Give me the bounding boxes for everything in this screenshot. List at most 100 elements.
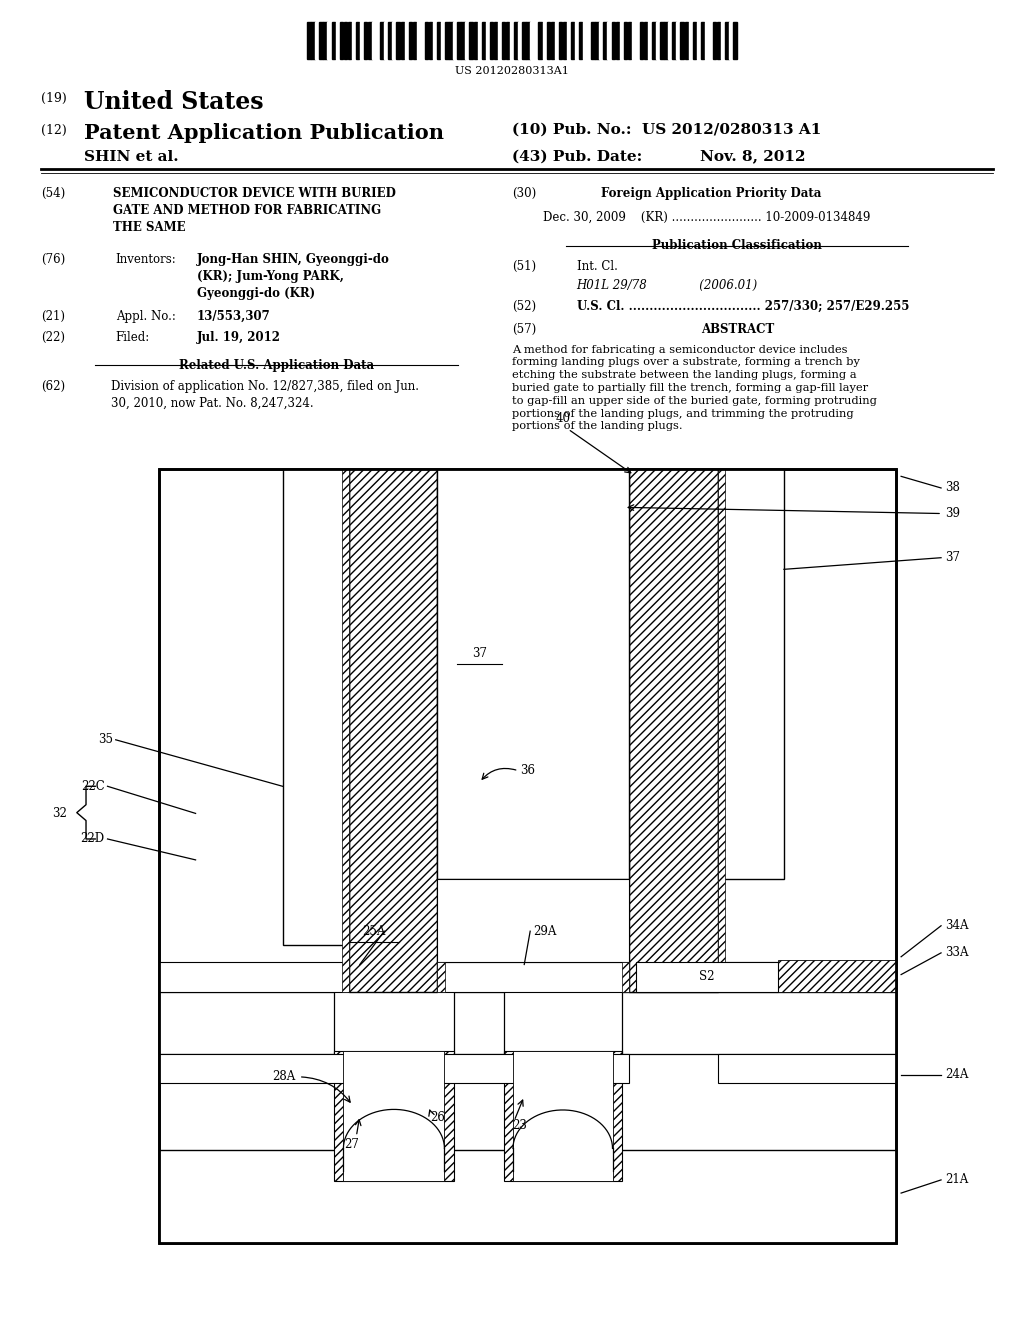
Bar: [510, 22, 513, 59]
Bar: [607, 22, 611, 59]
Text: (51): (51): [512, 260, 537, 273]
Text: (30): (30): [512, 187, 537, 201]
Text: 25A: 25A: [362, 925, 386, 937]
Bar: [159, 469, 896, 1243]
Bar: [384, 22, 388, 59]
Bar: [571, 22, 574, 59]
Text: (76): (76): [41, 253, 66, 267]
Bar: [518, 22, 521, 59]
Bar: [307, 22, 310, 59]
Bar: [563, 22, 566, 59]
Bar: [636, 22, 639, 59]
Text: (10) Pub. No.:  US 2012/0280313 A1: (10) Pub. No.: US 2012/0280313 A1: [512, 123, 821, 137]
Text: 21A: 21A: [945, 1173, 969, 1187]
Bar: [356, 22, 359, 59]
Bar: [713, 22, 717, 59]
Text: Foreign Application Priority Data: Foreign Application Priority Data: [601, 187, 822, 201]
Text: (57): (57): [512, 323, 537, 337]
Bar: [677, 22, 680, 59]
Text: S2: S2: [699, 970, 715, 983]
Text: United States: United States: [84, 90, 263, 114]
Bar: [437, 22, 440, 59]
Text: Publication Classification: Publication Classification: [652, 239, 822, 252]
Bar: [718, 469, 784, 879]
Bar: [665, 22, 668, 59]
Text: 29A: 29A: [534, 925, 557, 937]
Bar: [648, 22, 651, 59]
Text: ABSTRACT: ABSTRACT: [700, 323, 774, 337]
Bar: [628, 22, 631, 59]
Bar: [372, 22, 376, 59]
Bar: [498, 22, 502, 59]
Text: (54): (54): [41, 187, 66, 201]
Bar: [696, 22, 700, 59]
Bar: [380, 22, 384, 59]
Bar: [721, 22, 725, 59]
Text: 27: 27: [344, 1138, 359, 1151]
Bar: [396, 22, 400, 59]
Text: 34A: 34A: [945, 919, 969, 932]
Bar: [324, 22, 327, 59]
Bar: [349, 469, 437, 991]
Bar: [404, 22, 408, 59]
Text: 24A: 24A: [945, 1068, 969, 1081]
Bar: [644, 22, 647, 59]
Bar: [159, 1053, 349, 1082]
Bar: [506, 22, 510, 59]
Bar: [437, 469, 629, 879]
Bar: [729, 22, 732, 59]
Text: Int. Cl.: Int. Cl.: [577, 260, 617, 273]
Bar: [159, 991, 334, 1053]
Bar: [421, 22, 424, 59]
Text: Jong-Han SHIN, Gyeonggi-do
(KR); Jum-Yong PARK,
Gyeonggi-do (KR): Jong-Han SHIN, Gyeonggi-do (KR); Jum-Yon…: [197, 253, 389, 301]
Text: 38: 38: [945, 482, 961, 495]
Text: A method for fabricating a semiconductor device includes
forming landing plugs o: A method for fabricating a semiconductor…: [512, 345, 877, 432]
Bar: [688, 22, 692, 59]
Bar: [599, 22, 603, 59]
Bar: [583, 22, 587, 59]
Bar: [458, 22, 461, 59]
Bar: [462, 22, 465, 59]
Bar: [489, 22, 494, 59]
Bar: [502, 22, 506, 59]
Bar: [504, 1051, 622, 1181]
Bar: [709, 22, 713, 59]
Bar: [551, 22, 554, 59]
Bar: [454, 22, 457, 59]
Bar: [413, 22, 416, 59]
Text: (12): (12): [41, 124, 67, 137]
Bar: [681, 22, 684, 59]
Bar: [543, 22, 546, 59]
Bar: [469, 22, 473, 59]
Text: 23: 23: [513, 1119, 527, 1133]
Bar: [417, 22, 420, 59]
Bar: [342, 469, 349, 991]
Text: Jul. 19, 2012: Jul. 19, 2012: [197, 331, 281, 345]
Bar: [522, 22, 525, 59]
Bar: [450, 22, 453, 59]
Bar: [620, 22, 623, 59]
Bar: [360, 22, 364, 59]
Bar: [437, 1053, 629, 1082]
Bar: [336, 22, 339, 59]
Bar: [673, 22, 676, 59]
Bar: [640, 22, 643, 59]
Text: 32: 32: [51, 807, 67, 820]
Bar: [717, 22, 721, 59]
Bar: [555, 22, 558, 59]
Text: 22D: 22D: [80, 833, 104, 846]
Text: SEMICONDUCTOR DEVICE WITH BURIED
GATE AND METHOD FOR FABRICATING
THE SAME: SEMICONDUCTOR DEVICE WITH BURIED GATE AN…: [113, 187, 395, 235]
Text: 35: 35: [97, 734, 113, 746]
Bar: [315, 22, 318, 59]
Bar: [535, 22, 538, 59]
Bar: [437, 962, 444, 991]
Bar: [388, 22, 392, 59]
Bar: [595, 22, 599, 59]
Text: 33A: 33A: [945, 946, 969, 960]
Bar: [485, 22, 489, 59]
Bar: [494, 22, 498, 59]
Bar: [376, 22, 380, 59]
Text: H01L 29/78              (2006.01): H01L 29/78 (2006.01): [577, 279, 758, 292]
Bar: [718, 962, 896, 991]
Bar: [514, 22, 517, 59]
